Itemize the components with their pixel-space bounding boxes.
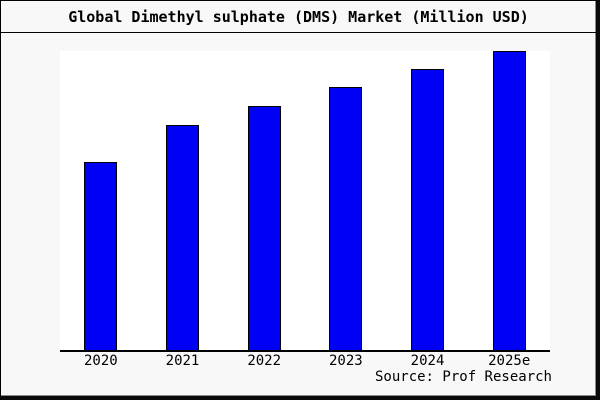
bar-slot-2022 [223, 51, 305, 350]
bar-slot-2021 [142, 51, 224, 350]
bar-slot-2025e [468, 51, 550, 350]
bar-slot-2023 [305, 51, 387, 350]
x-axis-labels: 2020 2021 2022 2023 2024 2025e [60, 354, 550, 369]
bar-2024 [411, 68, 445, 350]
bars-container [60, 51, 550, 350]
bar-slot-2024 [387, 51, 469, 350]
bar-2023 [329, 86, 363, 350]
bar-2020 [84, 161, 118, 350]
source-note: Source: Prof Research [374, 369, 552, 385]
chart-title: Global Dimethyl sulphate (DMS) Market (M… [68, 7, 529, 26]
plot-area [60, 51, 550, 352]
bar-slot-2020 [60, 51, 142, 350]
chart-title-box: Global Dimethyl sulphate (DMS) Market (M… [1, 1, 596, 33]
x-tick-label-2021: 2021 [165, 353, 200, 369]
x-tick-label-2023: 2023 [328, 353, 363, 369]
x-tick-label-2025e: 2025e [488, 353, 531, 369]
x-tick-label-2022: 2022 [247, 353, 282, 369]
bar-2021 [166, 124, 199, 350]
x-tick-label-2020: 2020 [83, 353, 118, 369]
bar-2025e [492, 51, 526, 350]
x-tick-label-2024: 2024 [410, 353, 445, 369]
bar-2022 [247, 106, 281, 350]
